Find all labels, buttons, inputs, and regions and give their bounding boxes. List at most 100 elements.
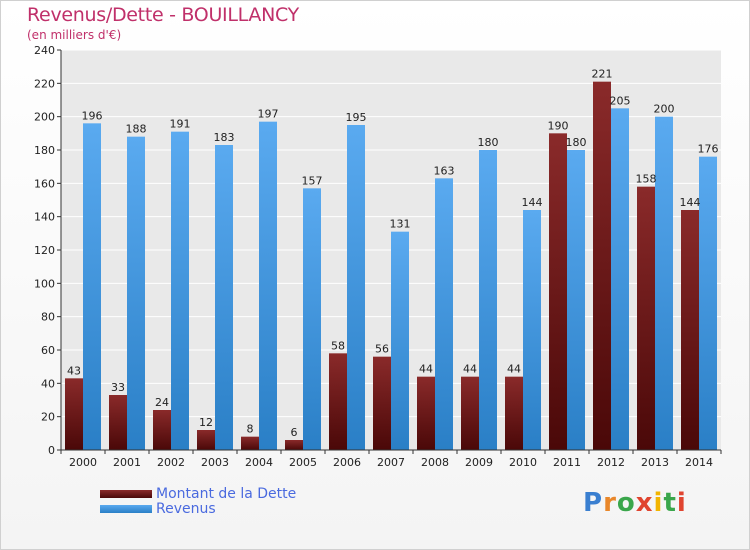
bar-dette [549,133,567,451]
bar-dette [285,440,303,450]
bar-dette [109,395,127,450]
value-label-dette: 33 [111,381,125,394]
value-label-revenus: 205 [610,94,631,107]
y-tick-label: 20 [41,411,55,424]
bar-revenus [523,210,541,450]
legend-label-revenus: Revenus [156,501,216,517]
x-tick-label: 2005 [289,456,317,469]
logo-letter: o [616,488,636,518]
legend-swatch-dette [100,490,152,498]
value-label-revenus: 191 [170,118,191,131]
x-tick-label: 2012 [597,456,625,469]
x-tick-label: 2009 [465,456,493,469]
bar-revenus [699,156,717,450]
bar-revenus [655,116,673,451]
value-label-dette: 24 [155,396,169,409]
value-label-dette: 56 [375,343,389,356]
x-tick-label: 2004 [245,456,273,469]
value-label-dette: 144 [680,196,701,209]
y-tick-label: 60 [41,344,55,357]
x-tick-label: 2002 [157,456,185,469]
value-label-revenus: 196 [82,109,103,122]
value-label-revenus: 144 [522,196,543,209]
bar-dette [593,81,611,451]
bar-revenus [435,178,453,451]
y-tick-label: 140 [34,211,55,224]
x-tick-label: 2008 [421,456,449,469]
value-label-dette: 12 [199,416,213,429]
bar-dette [197,430,215,450]
value-label-revenus: 197 [258,108,279,121]
x-tick-label: 2010 [509,456,537,469]
value-label-dette: 44 [507,363,521,376]
value-label-dette: 43 [67,364,81,377]
value-label-revenus: 188 [126,123,147,136]
bar-dette [681,210,699,450]
x-tick-label: 2014 [685,456,713,469]
value-label-revenus: 163 [434,164,455,177]
bar-revenus [567,150,585,450]
bar-revenus [259,121,277,451]
bar-revenus [215,145,233,450]
value-label-dette: 44 [419,363,433,376]
value-label-revenus: 131 [390,218,411,231]
x-tick-label: 2011 [553,456,581,469]
bar-revenus [391,231,409,450]
value-labels: 43 196 33 188 24 191 12 183 8 197 6 157 58 195 56 131 44… [67,68,719,439]
y-tick-label: 100 [34,277,55,290]
bar-revenus [303,188,321,451]
bar-dette [65,378,83,450]
legend-label-dette: Montant de la Dette [156,486,297,502]
bar-revenus [347,125,365,450]
value-label-dette: 221 [592,68,613,81]
value-label-revenus: 195 [346,111,367,124]
logo-letter: i [653,488,664,518]
value-label-revenus: 180 [478,136,499,149]
bar-dette [637,186,655,450]
y-tick-label: 0 [48,444,55,457]
proxiti-logo: Proxiti [583,488,687,518]
value-label-dette: 158 [636,173,657,186]
legend-swatch-revenus [100,505,152,513]
y-tick-label: 180 [34,144,55,157]
bar-dette [241,436,259,450]
bar-dette [417,376,435,450]
bar-revenus [83,123,101,450]
bars [65,81,717,451]
bar-dette [153,410,171,450]
x-tick-label: 2007 [377,456,405,469]
value-label-revenus: 200 [654,103,675,116]
logo-letter: P [583,488,604,518]
x-axis: 2000 2001 2002 2003 2004 2005 2006 2007 2008 2009… [60,449,722,469]
y-tick-label: 240 [34,44,55,57]
y-tick-label: 120 [34,244,55,257]
bar-dette [373,356,391,450]
chart-subtitle: (en milliers d'€) [27,28,122,42]
chart-title: Revenus/Dette - BOUILLANCY [27,4,299,26]
bar-dette [461,376,479,450]
x-tick-label: 2000 [69,456,97,469]
x-tick-label: 2001 [113,456,141,469]
logo-letter: x [635,488,654,518]
value-label-revenus: 183 [214,131,235,144]
y-axis: 0 20 40 60 80 100 120 140 160 180 200 220 240 [34,44,62,457]
value-label-dette: 8 [247,423,254,436]
bar-revenus [611,108,629,450]
value-label-dette: 6 [291,426,298,439]
value-label-dette: 190 [548,119,569,132]
value-label-dette: 58 [331,339,345,352]
value-label-dette: 44 [463,363,477,376]
x-tick-label: 2006 [333,456,361,469]
logo-letter: i [676,488,687,518]
bar-revenus [127,136,145,450]
bar-revenus [171,131,189,450]
x-tick-label: 2003 [201,456,229,469]
logo-letter: t [663,488,677,518]
bar-dette [505,376,523,450]
value-label-revenus: 157 [302,174,323,187]
y-tick-label: 40 [41,377,55,390]
y-tick-label: 80 [41,311,55,324]
y-tick-label: 200 [34,111,55,124]
bar-revenus [479,150,497,450]
